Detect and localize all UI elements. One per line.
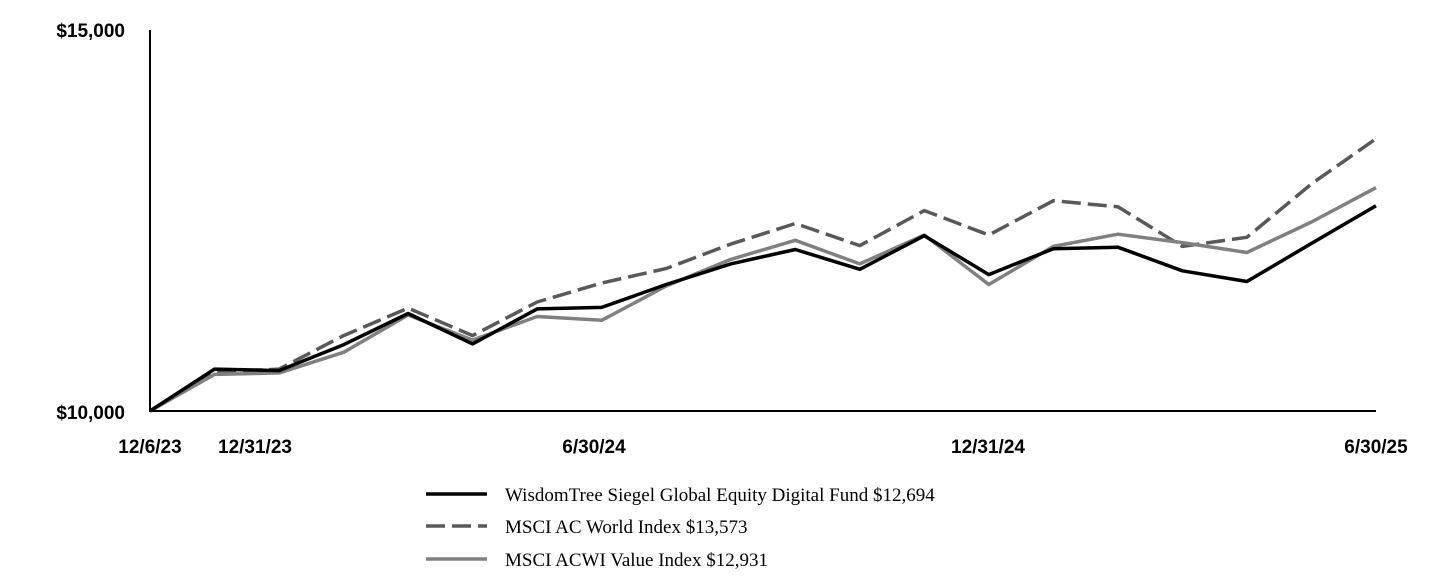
legend-label-msci-ac-world: MSCI AC World Index $13,573 [505, 517, 748, 538]
x-tick-label-dec-2023: 12/31/23 [218, 437, 292, 458]
x-tick-label-jun-2024: 6/30/24 [562, 437, 626, 458]
legend: WisdomTree Siegel Global Equity Digital … [426, 485, 935, 571]
x-tick-label-jun-2025: 6/30/25 [1344, 437, 1408, 458]
series-line-0 [149, 204, 1377, 413]
x-tick-label-start: 12/6/23 [118, 437, 181, 458]
y-tick-label-bottom: $10,000 [56, 403, 125, 424]
series-line-2 [149, 186, 1377, 413]
y-tick-label-top: $15,000 [56, 21, 125, 42]
legend-label-msci-acwi-value: MSCI ACWI Value Index $12,931 [505, 550, 768, 571]
x-tick-label-dec-2024: 12/31/24 [951, 437, 1025, 458]
legend-label-fund: WisdomTree Siegel Global Equity Digital … [505, 485, 935, 506]
series-layer [149, 137, 1378, 413]
series-line-1 [149, 137, 1378, 413]
